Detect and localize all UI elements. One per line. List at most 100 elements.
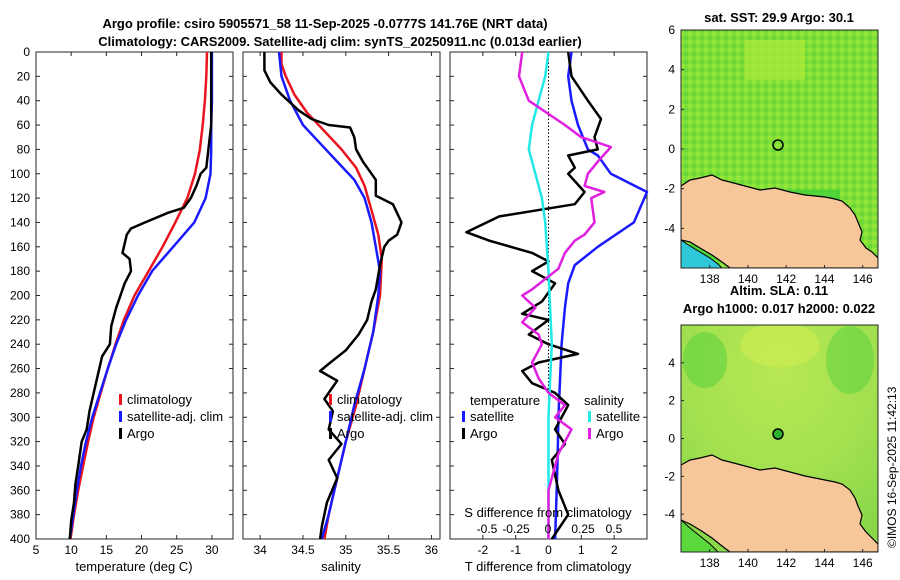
map-y-tick-label: 2 (668, 102, 675, 116)
map-y-tick-label: -2 (664, 469, 675, 483)
y-tick-label: 180 (10, 264, 30, 278)
y-tick-label: 40 (17, 94, 31, 108)
y-tick-label: 300 (10, 410, 30, 424)
y-tick-label: 100 (10, 167, 30, 181)
sst-map-title: sat. SST: 29.9 Argo: 30.1 (704, 10, 854, 25)
sla-map-title-line2: Argo h1000: 0.017 h2000: 0.022 (683, 301, 875, 316)
s-difference-tick-label: 0 (545, 522, 552, 536)
x-tick-label: 36 (425, 543, 439, 557)
s-difference-tick-label: 0.25 (571, 522, 595, 536)
s-difference-tick-label: -0.25 (502, 522, 530, 536)
t-difference-xlabel: T difference from climatology (465, 559, 632, 574)
legend-climatology-swatch (329, 394, 332, 405)
legend-s-argo-swatch (588, 428, 591, 439)
map-y-tick-label: 6 (668, 23, 675, 37)
x-tick-label: -1 (510, 543, 521, 557)
map-x-tick-label: 142 (776, 556, 796, 570)
map-x-tick-label: 142 (776, 272, 796, 286)
x-tick-label: 15 (100, 543, 114, 557)
land-mass-southwest (681, 239, 723, 268)
series-line-s-argo (517, 51, 613, 539)
legend-satellite-swatch (329, 411, 332, 422)
imos-watermark: ©IMOS 16-Sep-2025 11:42:13 (885, 386, 899, 548)
x-tick-label: 20 (135, 543, 149, 557)
map-y-tick-label: -4 (664, 507, 675, 521)
x-tick-label: 5 (33, 543, 40, 557)
y-tick-label: 140 (10, 215, 30, 229)
series-line-t-argo (465, 51, 603, 540)
y-tick-label: 280 (10, 386, 30, 400)
legend-t-satellite-swatch (462, 411, 465, 422)
argo-float-marker-sst (772, 139, 784, 151)
s-difference-label: S difference from climatology (464, 505, 632, 520)
x-tick-label: 25 (170, 543, 184, 557)
x-tick-label: 10 (64, 543, 78, 557)
y-tick-label: 260 (10, 362, 30, 376)
x-tick-label: -2 (477, 543, 488, 557)
argo-float-marker-sla (772, 428, 784, 440)
y-tick-label: 320 (10, 435, 30, 449)
legend-satellite-swatch (119, 411, 122, 422)
map-y-tick-label: 4 (668, 356, 675, 370)
difference-legend: temperature salinity satellite Argo sate… (462, 393, 640, 441)
legend-argo-label: Argo (337, 426, 364, 441)
series-line-t-satellite (553, 51, 649, 540)
y-tick-label: 400 (10, 532, 30, 546)
y-tick-label: 160 (10, 240, 30, 254)
x-tick-label: 35 (339, 543, 353, 557)
map-x-tick-label: 146 (853, 272, 873, 286)
legend-salinity-heading: salinity (584, 393, 624, 408)
sst-warm-patch (745, 40, 805, 80)
x-tick-label: 30 (205, 543, 219, 557)
y-tick-label: 20 (17, 69, 31, 83)
sla-low-patch-left (683, 332, 727, 388)
series-line-s-satellite (527, 51, 554, 539)
x-tick-label: 1 (578, 543, 585, 557)
map-x-tick-label: 138 (700, 556, 720, 570)
sla-map-title-line1: Altim. SLA: 0.11 (730, 283, 828, 298)
map-x-tick-label: 146 (853, 556, 873, 570)
salinity-panel: 34 34.5 35 35.5 36 climatology satellite-adj… (242, 51, 441, 574)
legend-s-satellite-swatch (588, 411, 591, 422)
map-y-tick-label: 4 (668, 63, 675, 77)
series-line-satellite-adj-clim (277, 51, 382, 540)
map-x-tick-label: 144 (814, 272, 834, 286)
legend-t-argo-label: Argo (470, 426, 497, 441)
x-tick-label: 34 (253, 543, 267, 557)
legend-climatology-label: climatology (337, 392, 403, 407)
y-tick-label: 80 (17, 142, 31, 156)
legend-argo-label: Argo (127, 426, 154, 441)
series-line-argo (263, 52, 403, 540)
salinity-xlabel: salinity (321, 559, 361, 574)
legend-t-satellite-label: satellite (470, 409, 514, 424)
legend-satellite-label: satellite-adj. clim (337, 409, 433, 424)
legend-argo-swatch (119, 428, 122, 439)
x-tick-label: 0 (545, 543, 552, 557)
y-tick-label: 240 (10, 337, 30, 351)
x-tick-label: 34.5 (291, 543, 315, 557)
map-y-tick-label: -4 (664, 221, 675, 235)
legend-argo-swatch (329, 428, 332, 439)
series-line-argo (68, 52, 213, 540)
land-mass (681, 454, 878, 552)
temperature-legend: climatology satellite-adj. clim Argo (119, 392, 223, 441)
sst-map-panel: sat. SST: 29.9 Argo: 30.1 138 140 142 144 14… (664, 10, 879, 286)
chart-title-line2: Climatology: CARS2009. Satellite-adj cli… (98, 34, 581, 49)
map-x-tick-label: 144 (814, 556, 834, 570)
salinity-legend: climatology satellite-adj. clim Argo (329, 392, 433, 441)
temperature-xlabel: temperature (deg C) (75, 559, 192, 574)
legend-s-satellite-label: satellite (596, 409, 640, 424)
series-line-satellite-adj-clim (68, 52, 214, 540)
y-tick-label: 120 (10, 191, 30, 205)
salinity-axes (242, 51, 441, 540)
land-mass-southwest (681, 519, 719, 552)
map-y-tick-label: 2 (668, 394, 675, 408)
y-tick-label: 360 (10, 483, 30, 497)
series-line-climatology (69, 51, 209, 540)
y-tick-label: 0 (23, 45, 30, 59)
land-mass (681, 174, 878, 268)
sla-high-patch (740, 325, 820, 367)
map-y-tick-label: -2 (664, 182, 675, 196)
map-y-tick-label: 0 (668, 432, 675, 446)
legend-t-argo-swatch (462, 428, 465, 439)
